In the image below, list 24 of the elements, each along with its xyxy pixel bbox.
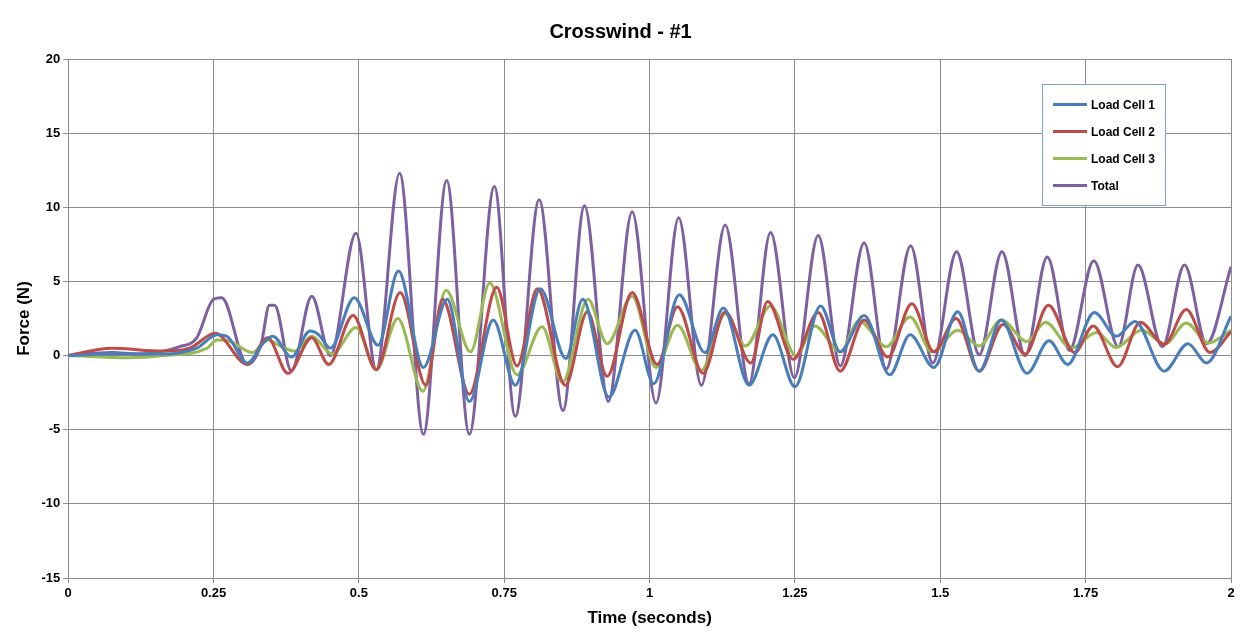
- x-tick-label: 1.25: [782, 585, 808, 601]
- y-tick-label: 0: [52, 347, 61, 363]
- x-tick-label: 2: [1227, 585, 1235, 601]
- x-tick-label: 1.75: [1072, 585, 1099, 601]
- chart-title: Crosswind - #1: [549, 19, 692, 42]
- legend-label: Total: [1091, 178, 1119, 193]
- legend-label: Load Cell 2: [1091, 124, 1156, 139]
- y-tick-label: -10: [41, 495, 61, 511]
- y-tick-label: 15: [45, 124, 61, 140]
- y-tick-label: 10: [45, 198, 61, 214]
- x-tick-label: 1.5: [931, 585, 950, 601]
- y-tick-label: -5: [48, 421, 61, 437]
- x-tick-label: 1: [645, 585, 654, 601]
- x-tick-label: 0.75: [491, 585, 517, 601]
- legend-label: Load Cell 3: [1091, 151, 1156, 166]
- x-tick-label: 0.5: [349, 585, 368, 601]
- y-tick-label: -15: [41, 569, 61, 585]
- x-axis-title: Time (seconds): [587, 608, 712, 628]
- y-tick-label: 20: [45, 50, 61, 66]
- legend-label: Load Cell 1: [1091, 97, 1156, 112]
- x-tick-label: 0: [64, 585, 72, 601]
- x-tick-label: 0.25: [200, 585, 227, 601]
- y-axis-title: Force (N): [13, 281, 33, 356]
- y-tick-label: 5: [52, 273, 61, 289]
